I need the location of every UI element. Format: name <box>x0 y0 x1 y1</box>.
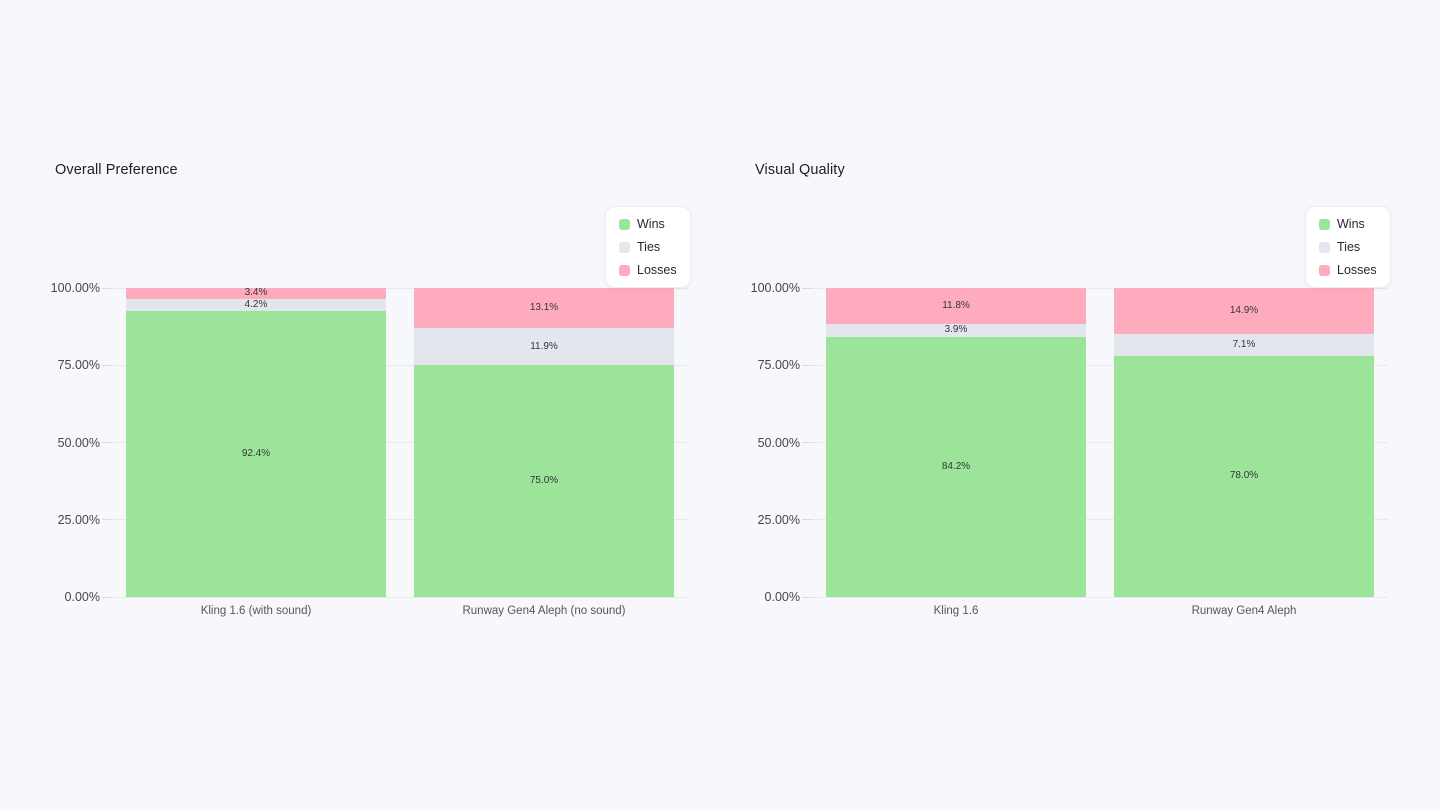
bar-runway-gen4-aleph-no-sound: 13.1% 11.9% 75.0% <box>414 288 674 597</box>
segment-ties: 4.2% <box>126 298 386 312</box>
gridline <box>112 519 688 521</box>
segment-value-label: 14.9% <box>1229 305 1259 317</box>
legend: Wins Ties Losses <box>1305 206 1391 288</box>
chart-title: Overall Preference <box>55 162 178 178</box>
gridline <box>112 596 688 598</box>
bar-runway-gen4-aleph: 14.9% 7.1% 78.0% <box>1114 288 1374 597</box>
plot-area: 100.00% 75.00% 50.00% 25.00% 0.00% 3.4% 4.2% 92… <box>51 281 688 617</box>
segment-ties: 11.9% <box>414 328 674 366</box>
y-tick-label: 25.00% <box>57 512 100 527</box>
segment-wins: 84.2% <box>826 336 1086 597</box>
y-tick-label: 75.00% <box>757 358 800 373</box>
losses-swatch-icon <box>1319 264 1330 276</box>
y-axis-tick <box>102 519 112 521</box>
y-axis-tick <box>102 596 112 598</box>
gridline <box>112 442 688 443</box>
legend-label: Ties <box>1337 240 1361 254</box>
legend-item-wins[interactable]: Wins <box>619 217 677 231</box>
gridline <box>812 287 1388 289</box>
y-tick-label: 50.00% <box>57 435 100 450</box>
x-category-label: Kling 1.6 (with sound) <box>200 605 312 617</box>
bar-kling-1-6-with-sound: 3.4% 4.2% 92.4% <box>126 288 386 597</box>
y-axis-tick <box>802 596 812 598</box>
legend-label: Losses <box>1337 263 1377 277</box>
legend-item-ties[interactable]: Ties <box>1319 240 1377 254</box>
plot-area: 100.00% 75.00% 50.00% 25.00% 0.00% 11.8% 3.9% 8… <box>751 281 1388 617</box>
wins-swatch-icon <box>1319 218 1330 230</box>
y-axis-tick <box>802 442 812 443</box>
y-axis-tick <box>102 364 112 366</box>
segment-ties: 3.9% <box>826 324 1086 337</box>
segment-value-label: 11.8% <box>942 300 970 312</box>
legend-item-ties[interactable]: Ties <box>619 240 677 254</box>
legend-item-losses[interactable]: Losses <box>619 263 677 277</box>
y-axis-tick <box>802 364 812 366</box>
legend-item-wins[interactable]: Wins <box>1319 217 1377 231</box>
segment-ties: 7.1% <box>1114 334 1374 356</box>
gridline <box>812 519 1388 521</box>
y-axis-tick <box>102 287 112 289</box>
ties-swatch-icon <box>619 241 630 253</box>
segment-value-label: 11.9% <box>530 340 558 352</box>
segment-value-label: 78.0% <box>1229 470 1259 482</box>
legend-label: Losses <box>637 263 677 277</box>
gridline <box>112 287 688 289</box>
segment-value-label: 84.2% <box>941 460 971 472</box>
gridline <box>812 442 1388 443</box>
chart-overall-preference: Overall Preference Wins Ties Losses 100.00… <box>51 0 715 810</box>
y-tick-label: 0.00% <box>764 590 800 604</box>
y-axis-tick <box>102 442 112 443</box>
segment-value-label: 7.1% <box>1232 339 1256 350</box>
x-category-label: Runway Gen4 Aleph (no sound) <box>462 605 626 617</box>
chart-title: Visual Quality <box>755 162 845 178</box>
segment-wins: 78.0% <box>1114 355 1374 597</box>
y-axis-tick <box>802 287 812 289</box>
y-tick-label: 100.00% <box>50 281 100 295</box>
legend: Wins Ties Losses <box>605 206 691 288</box>
losses-swatch-icon <box>619 264 630 276</box>
segment-losses: 14.9% <box>1114 288 1374 335</box>
gridline <box>812 364 1388 366</box>
y-tick-label: 50.00% <box>757 435 800 450</box>
legend-label: Ties <box>637 240 661 254</box>
segment-value-label: 92.4% <box>241 448 271 460</box>
gridline <box>812 596 1388 598</box>
y-tick-label: 75.00% <box>57 358 100 373</box>
legend-item-losses[interactable]: Losses <box>1319 263 1377 277</box>
wins-swatch-icon <box>619 218 630 230</box>
y-axis-tick <box>802 519 812 521</box>
chart-visual-quality: Visual Quality Wins Ties Losses 100.00% 75.… <box>751 0 1415 810</box>
segment-value-label: 3.9% <box>944 324 968 336</box>
segment-losses: 13.1% <box>414 288 674 329</box>
segment-wins: 92.4% <box>126 311 386 597</box>
segment-value-label: 3.4% <box>244 287 268 299</box>
x-category-label: Runway Gen4 Aleph <box>1191 605 1297 617</box>
x-category-label: Kling 1.6 <box>933 605 979 617</box>
legend-label: Wins <box>1337 217 1365 231</box>
segment-losses: 11.8% <box>826 288 1086 325</box>
ties-swatch-icon <box>1319 241 1330 253</box>
segment-value-label: 75.0% <box>529 475 559 487</box>
y-tick-label: 25.00% <box>757 512 800 527</box>
gridline <box>112 364 688 366</box>
segment-value-label: 13.1% <box>529 302 559 314</box>
y-tick-label: 100.00% <box>750 281 800 295</box>
segment-wins: 75.0% <box>414 365 674 597</box>
bar-kling-1-6: 11.8% 3.9% 84.2% <box>826 288 1086 597</box>
segment-losses: 3.4% <box>126 288 386 299</box>
segment-value-label: 4.2% <box>244 298 268 310</box>
y-tick-label: 0.00% <box>64 590 100 604</box>
legend-label: Wins <box>637 217 665 231</box>
